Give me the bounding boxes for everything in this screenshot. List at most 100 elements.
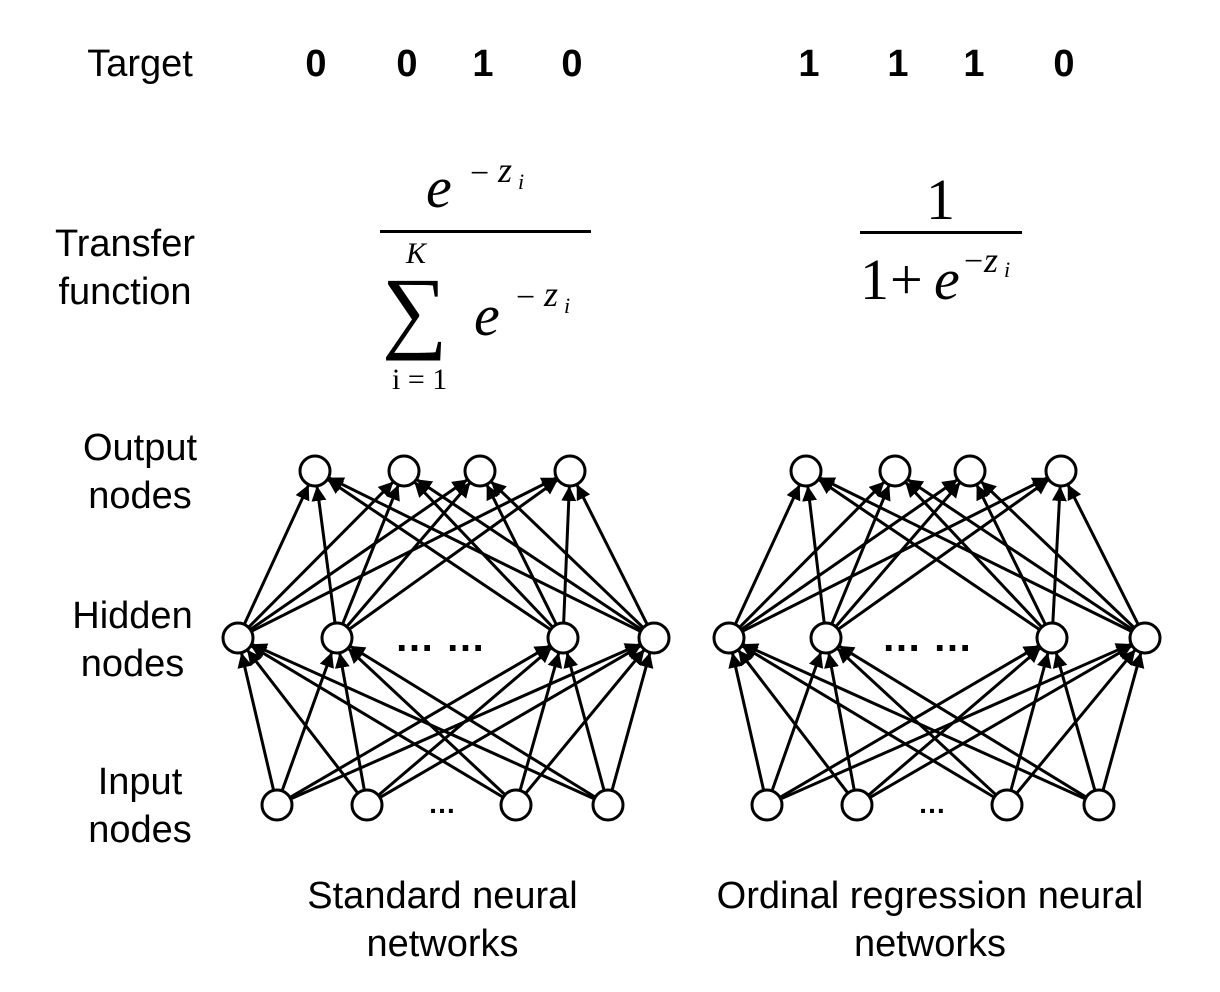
ordinal-input-hidden-connection: [867, 646, 1042, 797]
standard-hidden-output-connection: [311, 485, 337, 624]
standard-output-node-3: [463, 454, 497, 488]
softmax-fraction-bar: [380, 230, 591, 233]
ordinal-hidden-node-3: [1035, 621, 1069, 655]
standard-hidden-output-connection: [327, 476, 642, 633]
standard-input-node-2: [350, 788, 384, 822]
softmax-denominator-minus: −: [516, 279, 536, 316]
standard-hidden-output-connection: [242, 483, 311, 626]
ordinal-caption-line2: networks: [853, 923, 1007, 965]
input-nodes-row-label: Input nodes: [60, 758, 220, 854]
ordinal-input-hidden-connection: [770, 651, 824, 792]
standard-hidden-output-connection: [575, 483, 649, 626]
standard-target-3: 1: [472, 43, 494, 85]
standard-hidden-node-4: [637, 621, 671, 655]
ordinal-input-hidden-connection: [1101, 652, 1145, 791]
output-label-line1: Output: [82, 427, 198, 469]
ordinal-hidden-output-connection: [979, 480, 1136, 629]
sigmoid-denominator-sub: i: [1004, 257, 1011, 282]
softmax-numerator-sub: i: [518, 169, 525, 194]
ordinal-hidden-output-connection: [802, 485, 826, 624]
standard-hidden-output-connection: [489, 480, 645, 629]
standard-input-hidden-connection: [334, 652, 366, 791]
softmax-sum-upper: K: [406, 237, 427, 270]
hidden-nodes-row-label: Hidden nodes: [50, 592, 215, 688]
ordinal-target-1: 1: [798, 43, 820, 85]
standard-input-hidden-connection: [379, 644, 642, 799]
standard-hidden-output-connection: [345, 481, 472, 628]
output-label-line2: nodes: [88, 475, 192, 517]
ordinal-caption-line1: Ordinal regression neural: [716, 875, 1144, 917]
ordinal-input-node-3: [990, 788, 1024, 822]
ordinal-input-hidden-connection: [728, 652, 766, 791]
sigmoid-denominator-base: e: [934, 247, 960, 312]
ordinal-hidden-output-connection: [738, 480, 886, 629]
ordinal-hidden-output-connection: [741, 476, 1049, 633]
ordinal-input-node-1: [750, 788, 784, 822]
standard-output-node-2: [387, 454, 421, 488]
ordinal-hidden-output-connection: [906, 478, 1134, 631]
ordinal-hidden-node-1: [712, 621, 746, 655]
ordinal-hidden-output-connection: [834, 481, 962, 628]
ordinal-output-node-2: [878, 454, 912, 488]
standard-output-node-1: [298, 454, 332, 488]
ordinal-hidden-output-connection: [975, 483, 1047, 626]
output-nodes-row-label: Output nodes: [60, 424, 220, 520]
standard-hidden-output-connection: [485, 483, 558, 626]
transfer-label-line1: Transfer: [54, 223, 196, 265]
softmax-denominator-sub: i: [564, 293, 571, 318]
ordinal-target-3: 1: [963, 43, 985, 85]
softmax-formula: e − z i K ∑ i = 1 e − z i: [370, 140, 610, 400]
softmax-denominator-z: z: [544, 274, 559, 314]
standard-output-node-4: [553, 454, 587, 488]
standard-input-hidden-connection: [610, 652, 654, 791]
standard-input-hidden-connection: [251, 642, 595, 801]
ordinal-input-hidden-connection: [838, 644, 1087, 799]
ordinal-network-caption: Ordinal regression neural networks: [690, 872, 1170, 968]
standard-input-hidden-connection: [280, 651, 334, 792]
standard-hidden-node-1: [221, 621, 255, 655]
standard-input-hidden-connection: [348, 644, 597, 799]
standard-target-1: 0: [305, 43, 327, 85]
sigmoid-formula: 1 1 + e − z i: [850, 150, 1040, 320]
standard-target-2: 0: [396, 43, 418, 85]
ordinal-output-node-1: [789, 454, 823, 488]
standard-caption-line2: networks: [366, 923, 519, 965]
softmax-denominator-base: e: [474, 283, 500, 348]
standard-hidden-output-connection: [326, 478, 552, 631]
standard-input-hidden-connection: [250, 644, 504, 799]
ordinal-input-hidden-connection: [1052, 652, 1097, 791]
ordinal-network: [712, 454, 1162, 822]
standard-input-node-4: [591, 788, 625, 822]
ordinal-input-hidden-connection: [736, 648, 850, 795]
ordinal-hidden-output-connection: [837, 478, 1050, 631]
ordinal-hidden-output-connection: [740, 478, 959, 631]
standard-input-hidden-connection: [563, 652, 606, 791]
ordinal-hidden-node-4: [1128, 621, 1162, 655]
ordinal-input-ellipsis: …: [918, 788, 946, 819]
standard-hidden-output-connection: [348, 478, 559, 631]
sigmoid-denominator-z: z: [984, 240, 999, 280]
transfer-function-row-label: Transfer function: [40, 220, 210, 316]
standard-caption-line1: Standard neural: [307, 875, 578, 917]
ordinal-input-hidden-connection: [779, 644, 1040, 799]
sigmoid-denominator-minus: −: [964, 243, 984, 280]
transfer-label-line2: function: [58, 271, 192, 313]
ordinal-hidden-output-connection: [817, 478, 1041, 631]
input-label-line2: nodes: [88, 809, 192, 851]
standard-input-hidden-connection: [377, 646, 553, 797]
softmax-sum-symbol: ∑: [382, 259, 448, 361]
standard-hidden-output-connection: [250, 476, 558, 633]
ordinal-input-hidden-connection: [741, 644, 995, 799]
ordinal-input-node-2: [840, 788, 874, 822]
hidden-label-line1: Hidden: [72, 595, 193, 637]
ordinal-input-hidden-connection: [824, 652, 856, 791]
ordinal-hidden-output-connection: [733, 483, 802, 626]
standard-network: [221, 454, 671, 822]
sigmoid-denominator-one: 1: [860, 247, 889, 312]
standard-input-node-3: [499, 788, 533, 822]
ordinal-output-node-4: [1044, 454, 1078, 488]
softmax-numerator-base: e: [426, 155, 452, 220]
ordinal-hidden-node-2: [809, 621, 843, 655]
standard-input-hidden-connection: [245, 648, 360, 795]
